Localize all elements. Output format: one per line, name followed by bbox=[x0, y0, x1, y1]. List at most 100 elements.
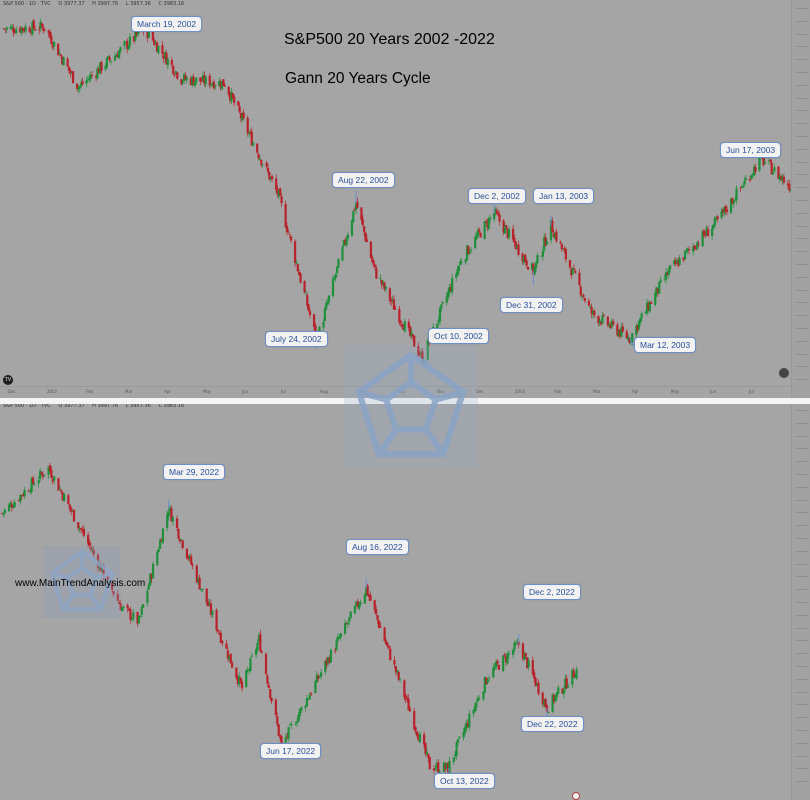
candle bbox=[256, 639, 259, 654]
candle bbox=[524, 253, 527, 263]
candle bbox=[170, 505, 173, 522]
candle bbox=[47, 29, 50, 38]
candle bbox=[161, 41, 164, 58]
bottom-candlestick-chart[interactable] bbox=[0, 402, 792, 800]
candle bbox=[396, 669, 399, 675]
candle bbox=[314, 680, 317, 694]
candle bbox=[502, 655, 505, 672]
time-axis-label: Apr bbox=[632, 389, 639, 394]
candle bbox=[9, 500, 12, 508]
candle bbox=[356, 197, 359, 209]
candle bbox=[222, 79, 225, 86]
candle bbox=[427, 753, 430, 762]
candle bbox=[68, 504, 71, 512]
candle bbox=[531, 656, 534, 677]
candle bbox=[304, 290, 308, 295]
settings-icon[interactable] bbox=[779, 368, 789, 378]
candle bbox=[382, 280, 385, 288]
price-tick bbox=[796, 525, 808, 527]
candle bbox=[522, 255, 526, 266]
candle bbox=[363, 592, 366, 605]
candle bbox=[618, 329, 622, 340]
bottom-chart-header: S&P 500 · 1D · TVC O 3977.37 H 3997.76 L… bbox=[3, 403, 190, 409]
candle bbox=[620, 323, 623, 338]
candle bbox=[250, 127, 253, 146]
time-axis-label: Dec bbox=[476, 389, 484, 394]
candle bbox=[307, 303, 310, 312]
candle bbox=[197, 576, 200, 585]
candle bbox=[377, 619, 381, 629]
candle bbox=[199, 77, 202, 85]
candle bbox=[459, 258, 462, 266]
candle bbox=[535, 682, 539, 687]
candle bbox=[408, 705, 412, 712]
price-tick bbox=[796, 379, 808, 381]
candle bbox=[53, 475, 56, 484]
candle bbox=[71, 509, 74, 513]
candle bbox=[397, 670, 400, 682]
top-chart-header: S&P 500 · 1D · TVC O 3977.37 H 3997.76 L… bbox=[3, 1, 190, 7]
candle bbox=[40, 471, 43, 476]
candle bbox=[30, 476, 33, 494]
candle bbox=[426, 338, 429, 361]
candle bbox=[221, 640, 224, 647]
candle bbox=[524, 652, 527, 660]
candle bbox=[526, 656, 529, 670]
top-chart-panel: S&P 500 · 1D · TVC O 3977.37 H 3997.76 L… bbox=[0, 0, 810, 400]
candle bbox=[209, 599, 213, 618]
candle bbox=[70, 71, 73, 75]
price-tick bbox=[796, 148, 808, 150]
bottom-price-axis[interactable] bbox=[791, 402, 810, 800]
candle bbox=[664, 267, 668, 284]
candle bbox=[434, 765, 437, 771]
candle bbox=[3, 508, 6, 517]
price-tick bbox=[796, 20, 808, 22]
candle bbox=[788, 180, 791, 193]
candle bbox=[702, 228, 706, 239]
price-tick bbox=[796, 550, 808, 552]
candle bbox=[715, 216, 718, 222]
price-tick bbox=[796, 123, 808, 125]
candle bbox=[308, 692, 311, 700]
price-tick bbox=[796, 97, 808, 99]
panel-divider bbox=[0, 398, 810, 404]
candle bbox=[246, 115, 249, 137]
candle bbox=[2, 28, 6, 30]
price-tick bbox=[796, 72, 808, 73]
candle bbox=[334, 272, 337, 282]
candle bbox=[229, 91, 232, 104]
top-candlestick-chart[interactable] bbox=[0, 0, 792, 386]
candle bbox=[748, 175, 752, 183]
candle bbox=[304, 704, 307, 712]
candle bbox=[606, 315, 609, 328]
candle bbox=[268, 171, 271, 181]
top-price-axis[interactable] bbox=[791, 0, 810, 400]
candle bbox=[417, 733, 420, 741]
candle bbox=[157, 546, 160, 553]
replay-marker-icon[interactable] bbox=[572, 792, 580, 800]
candle bbox=[674, 257, 677, 267]
candle bbox=[277, 189, 280, 200]
time-axis-label: Jul bbox=[749, 389, 754, 394]
candle bbox=[371, 255, 374, 263]
candle bbox=[636, 324, 639, 333]
candle bbox=[67, 493, 70, 505]
candle bbox=[57, 477, 60, 491]
price-tick bbox=[796, 200, 808, 201]
tradingview-logo-icon[interactable]: TV bbox=[3, 375, 13, 385]
top-open: O 3977.37 bbox=[58, 1, 85, 7]
candle bbox=[199, 589, 203, 593]
candle bbox=[345, 621, 348, 625]
time-axis-label: Mar bbox=[125, 389, 133, 394]
candle bbox=[593, 309, 596, 318]
price-tick bbox=[796, 691, 808, 693]
candle bbox=[327, 295, 331, 306]
candle bbox=[269, 176, 272, 183]
candle bbox=[754, 163, 757, 175]
candle bbox=[63, 493, 66, 502]
candle bbox=[353, 604, 357, 615]
candle bbox=[40, 22, 44, 29]
candle bbox=[361, 215, 364, 227]
candle bbox=[22, 492, 25, 497]
candle bbox=[329, 648, 333, 664]
